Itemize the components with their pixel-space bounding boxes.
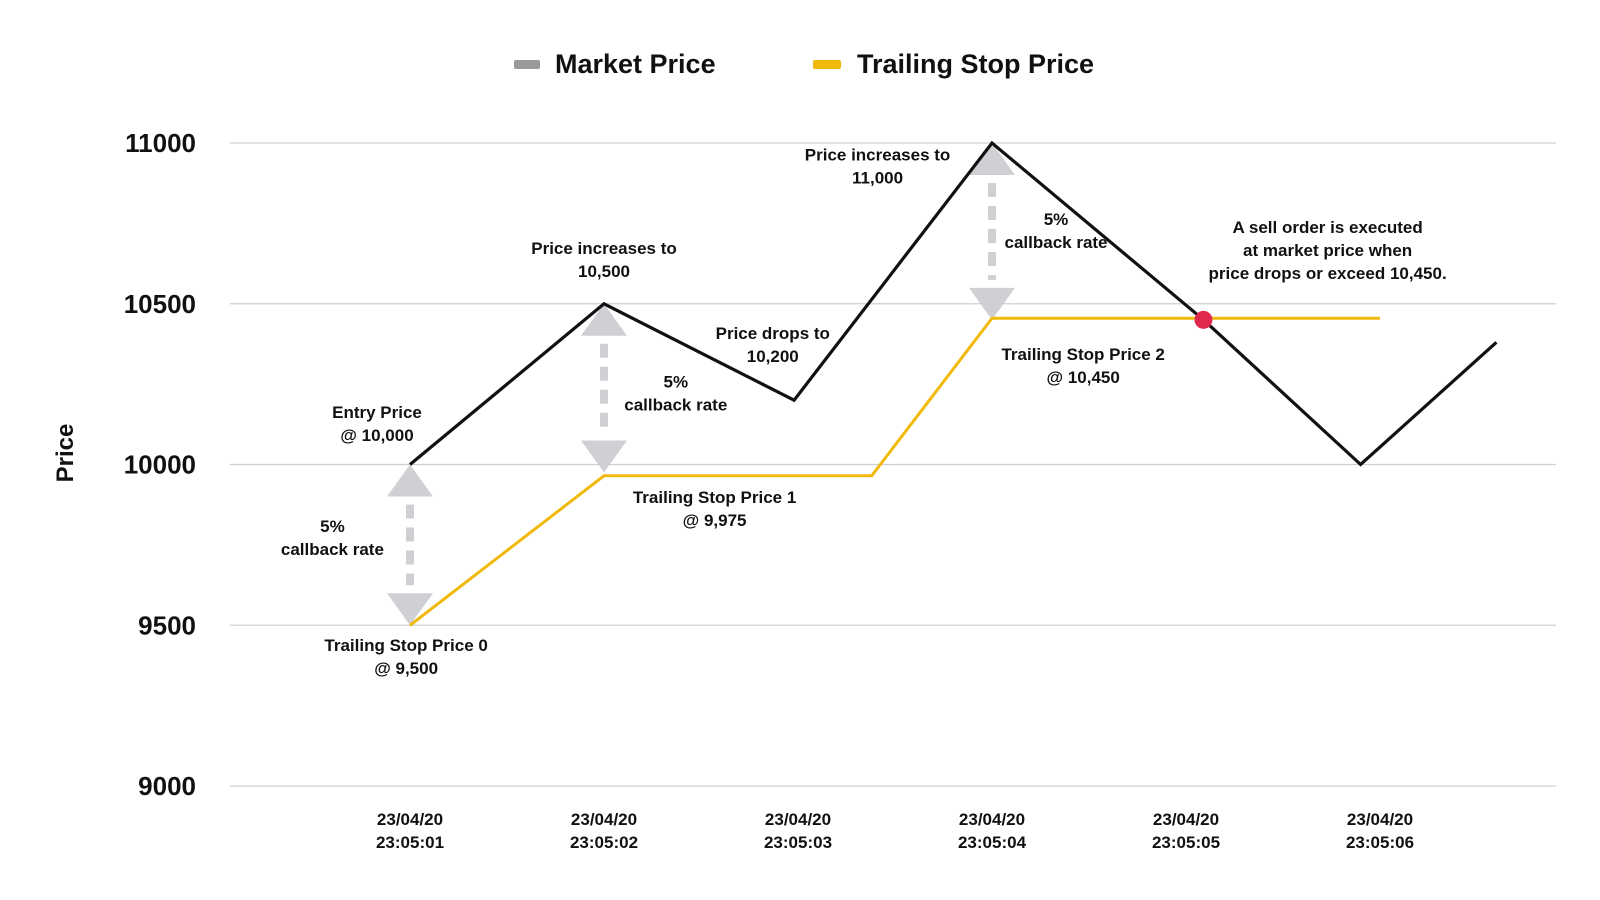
annotation-line: @ 10,450 [1047,368,1120,387]
annotation-line: @ 9,500 [374,659,438,678]
annotation-line: 5% [663,372,688,391]
callback-arrows [387,143,1015,626]
annotation-entry: Entry Price @ 10,000 [332,403,422,445]
sell-execution-point [1194,310,1213,329]
x-tick-label: 23/04/20 23:05:03 [764,810,832,852]
x-tick-time: 23:05:02 [570,833,638,852]
x-tick-date: 23/04/20 [377,810,443,829]
x-tick-time: 23:05:03 [764,833,832,852]
callback-arrow-head-down [581,440,627,473]
legend-swatch-market-price [514,60,540,69]
x-tick-label: 23/04/20 23:05:06 [1346,810,1414,852]
annotation-increase-11000: Price increases to 11,000 [805,146,951,188]
annotation-line: Trailing Stop Price 1 [633,488,796,507]
annotation-line: Trailing Stop Price 2 [1001,345,1164,364]
annotation-line: @ 10,000 [340,426,413,445]
annotation-line: Price increases to [531,239,677,258]
callback-arrow-head-up [387,464,433,497]
y-tick-label: 9000 [138,771,196,801]
legend-label-market-price: Market Price [555,49,716,79]
x-tick-label: 23/04/20 23:05:04 [958,810,1027,852]
annotation-line: 11,000 [852,169,903,188]
callback-arrow-head-up [581,303,627,336]
annotation-line: 10,500 [578,262,630,281]
annotation-line: callback rate [1005,233,1108,252]
y-tick-label: 11000 [125,128,196,158]
x-tick-label: 23/04/20 23:05:01 [376,810,444,852]
y-tick-label: 10000 [124,450,196,480]
x-tick-date: 23/04/20 [959,810,1025,829]
annotation-sell-order: A sell order is executed at market price … [1209,218,1447,283]
x-tick-time: 23:05:05 [1152,833,1220,852]
grid-lines [230,142,1556,787]
annotation-line: at market price when [1243,241,1412,260]
annotation-callback-2: 5% callback rate [1005,210,1108,252]
x-tick-date: 23/04/20 [765,810,831,829]
annotation-callback-0: 5% callback rate [281,517,384,559]
callback-arrow-head-down [969,287,1015,320]
y-axis-title: Price [52,424,79,483]
annotation-line: 5% [1044,210,1069,229]
annotation-line: 5% [320,517,345,536]
annotation-line: Price drops to [716,324,830,343]
annotation-callback-1: 5% callback rate [624,372,727,414]
x-tick-label: 23/04/20 23:05:05 [1152,810,1220,852]
x-tick-label: 23/04/20 23:05:02 [570,810,638,852]
annotation-line: Price increases to [805,146,951,165]
markers [1194,310,1213,329]
legend: Market Price Trailing Stop Price [514,49,1094,79]
annotation-line: Trailing Stop Price 0 [324,636,487,655]
x-tick-date: 23/04/20 [1153,810,1219,829]
y-axis-ticks: 9000 9500 10000 10500 11000 [124,128,196,801]
annotation-increase-10500: Price increases to 10,500 [531,239,677,281]
callback-arrow-head-up [969,143,1015,175]
annotation-line: 10,200 [747,347,799,366]
x-tick-time: 23:05:01 [376,833,444,852]
series-lines [408,140,1498,627]
x-tick-time: 23:05:04 [958,833,1027,852]
y-tick-label: 10500 [124,289,196,319]
legend-swatch-trailing-stop-price [813,60,841,69]
trailing-stop-price-line [409,316,1380,627]
annotation-tsp-2: Trailing Stop Price 2 @ 10,450 [1001,345,1164,387]
annotation-line: @ 9,975 [683,511,747,530]
annotation-line: A sell order is executed [1233,218,1423,237]
market-price-line [408,140,1498,467]
annotation-line: Entry Price [332,403,422,422]
annotation-line: callback rate [281,540,384,559]
legend-label-trailing-stop-price: Trailing Stop Price [857,49,1094,79]
callback-arrow-head-down [387,593,433,626]
x-tick-date: 23/04/20 [1347,810,1413,829]
x-tick-time: 23:05:06 [1346,833,1414,852]
annotation-line: callback rate [624,395,727,414]
annotations: Entry Price @ 10,000 5% callback rate Traili… [281,146,1447,678]
annotation-tsp-1: Trailing Stop Price 1 @ 9,975 [633,488,796,530]
annotation-drops-10200: Price drops to 10,200 [716,324,830,366]
annotation-tsp-0: Trailing Stop Price 0 @ 9,500 [324,636,487,678]
annotation-line: price drops or exceed 10,450. [1209,264,1447,283]
x-tick-date: 23/04/20 [571,810,637,829]
y-tick-label: 9500 [138,610,196,640]
